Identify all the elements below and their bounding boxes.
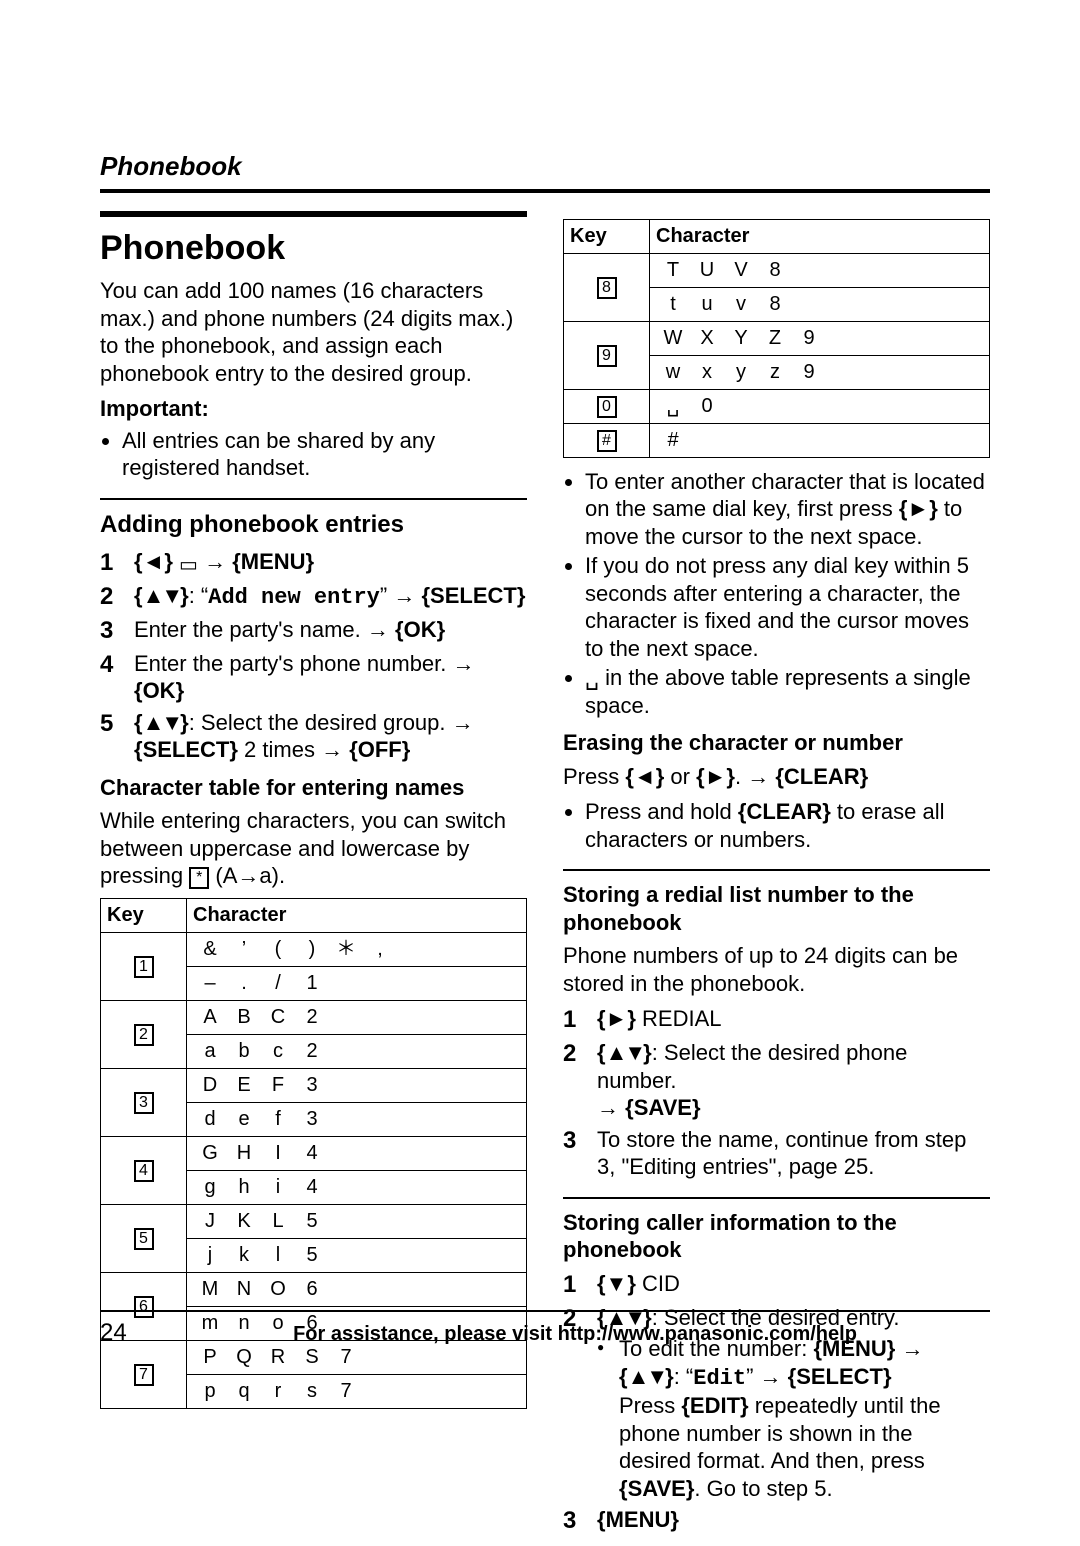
step-1: 1 {▼} CID [563, 1270, 990, 1300]
keycap-icon: 5 [134, 1228, 154, 1250]
step-3: 3 To store the name, continue from step … [563, 1126, 990, 1181]
head-rule [100, 189, 990, 193]
keycap-icon: 1 [134, 956, 154, 978]
char-cell: WXYZ9 [650, 321, 990, 355]
table-row: 2ABC2 [101, 1000, 527, 1034]
char-cell: wxyz9 [650, 355, 990, 389]
table-header-char: Character [187, 898, 527, 932]
step-3: 3 {MENU} [563, 1506, 990, 1536]
table-header-char: Character [650, 219, 990, 253]
table-header-key: Key [101, 898, 187, 932]
divider [563, 869, 990, 871]
char-cell: TUV8 [650, 253, 990, 287]
char-table-intro: While entering characters, you can switc… [100, 807, 527, 890]
important-list: All entries can be shared by any registe… [100, 427, 527, 482]
table-row: 3DEF3 [101, 1068, 527, 1102]
char-cell: &’()＊, [187, 932, 527, 966]
step-5: 5 {▲▼}: Select the desired group. → {SEL… [100, 709, 527, 764]
char-cell: ghi4 [187, 1170, 527, 1204]
adding-heading: Adding phonebook entries [100, 510, 527, 540]
step-3: 3 Enter the party's name. → {OK} [100, 616, 527, 646]
key-cell: 4 [101, 1136, 187, 1204]
table-row: 1&’()＊, [101, 932, 527, 966]
running-head: Phonebook [100, 150, 990, 183]
divider [563, 1197, 990, 1199]
step-4: 4 Enter the party's phone number. → {OK} [100, 650, 527, 705]
char-cell: MNO6 [187, 1272, 527, 1306]
redial-steps: 1 {►} REDIAL 2 {▲▼}: Select the desired … [563, 1005, 990, 1181]
important-bullet: All entries can be shared by any registe… [122, 427, 527, 482]
manual-page: Phonebook Phonebook You can add 100 name… [0, 0, 1080, 1404]
char-cell: JKL5 [187, 1204, 527, 1238]
key-cell: 9 [564, 321, 650, 389]
char-cell: jkl5 [187, 1238, 527, 1272]
erase-bullets: Press and hold {CLEAR} to erase all char… [563, 798, 990, 853]
table-row: 4GHI4 [101, 1136, 527, 1170]
char-cell: ␣0 [650, 389, 990, 423]
char-cell: # [650, 423, 990, 457]
important-label: Important: [100, 395, 527, 423]
step-1: 1 {►} REDIAL [563, 1005, 990, 1035]
char-cell: GHI4 [187, 1136, 527, 1170]
table-row: ## [564, 423, 990, 457]
keycap-icon: # [597, 430, 617, 452]
star-key-icon: * [189, 867, 209, 889]
table-row: 5JKL5 [101, 1204, 527, 1238]
table-row: 0 ␣0 [564, 389, 990, 423]
keycap-icon: 9 [597, 345, 617, 367]
keycap-icon: 8 [597, 277, 617, 299]
table-header-key: Key [564, 219, 650, 253]
adding-steps: 1 {◄} ▭ → {MENU} 2 {▲▼}: “Add new entry”… [100, 548, 527, 764]
key-cell: 0 [564, 389, 650, 423]
divider [100, 498, 527, 500]
char-cell: DEF3 [187, 1068, 527, 1102]
redial-heading: Storing a redial list number to the phon… [563, 881, 990, 936]
erase-line: Press {◄} or {►}. → {CLEAR} [563, 763, 990, 791]
step-1: 1 {◄} ▭ → {MENU} [100, 548, 527, 578]
page-footer: 24 For assistance, please visit http://w… [100, 1310, 990, 1348]
caller-heading: Storing caller information to the phoneb… [563, 1209, 990, 1264]
keycap-icon: 7 [134, 1364, 154, 1386]
key-cell: 3 [101, 1068, 187, 1136]
char-cell: ABC2 [187, 1000, 527, 1034]
char-notes: To enter another character that is locat… [563, 468, 990, 720]
page-number: 24 [100, 1318, 160, 1348]
char-table-right: Key Character 8TUV8tuv89WXYZ9wxyz90␣0## [563, 219, 990, 458]
table-row: 8TUV8 [564, 253, 990, 287]
key-cell: 7 [101, 1340, 187, 1408]
step-2: 2 {▲▼}: “Add new entry” → {SELECT} [100, 582, 527, 612]
table-row: 6MNO6 [101, 1272, 527, 1306]
erase-bullet: Press and hold {CLEAR} to erase all char… [585, 798, 990, 853]
key-cell: # [564, 423, 650, 457]
note-item: To enter another character that is locat… [585, 468, 990, 551]
note-item: If you do not press any dial key within … [585, 552, 990, 662]
keycap-icon: 2 [134, 1024, 154, 1046]
char-cell: –./1 [187, 966, 527, 1000]
key-cell: 2 [101, 1000, 187, 1068]
key-cell: 5 [101, 1204, 187, 1272]
accent-bar [100, 211, 527, 217]
char-table-heading: Character table for entering names [100, 774, 527, 802]
step-2: 2 {▲▼}: Select the desired phone number.… [563, 1039, 990, 1122]
sub-bullet: To edit the number: {MENU} → {▲▼}: “Edit… [597, 1335, 990, 1502]
char-cell: tuv8 [650, 287, 990, 321]
keycap-icon: 4 [134, 1160, 154, 1182]
keycap-icon: 0 [597, 396, 617, 418]
intro-paragraph: You can add 100 names (16 characters max… [100, 277, 527, 387]
footer-assist: For assistance, please visit http://www.… [160, 1322, 990, 1347]
keycap-icon: 3 [134, 1092, 154, 1114]
char-cell: abc2 [187, 1034, 527, 1068]
char-cell: pqrs7 [187, 1374, 527, 1408]
note-item: ␣ in the above table represents a single… [585, 664, 990, 719]
char-cell: def3 [187, 1102, 527, 1136]
phonebook-icon: ▭ [179, 554, 198, 576]
redial-intro: Phone numbers of up to 24 digits can be … [563, 942, 990, 997]
table-row: 9WXYZ9 [564, 321, 990, 355]
erase-heading: Erasing the character or number [563, 729, 990, 757]
key-cell: 8 [564, 253, 650, 321]
section-title: Phonebook [100, 227, 527, 270]
key-cell: 1 [101, 932, 187, 1000]
